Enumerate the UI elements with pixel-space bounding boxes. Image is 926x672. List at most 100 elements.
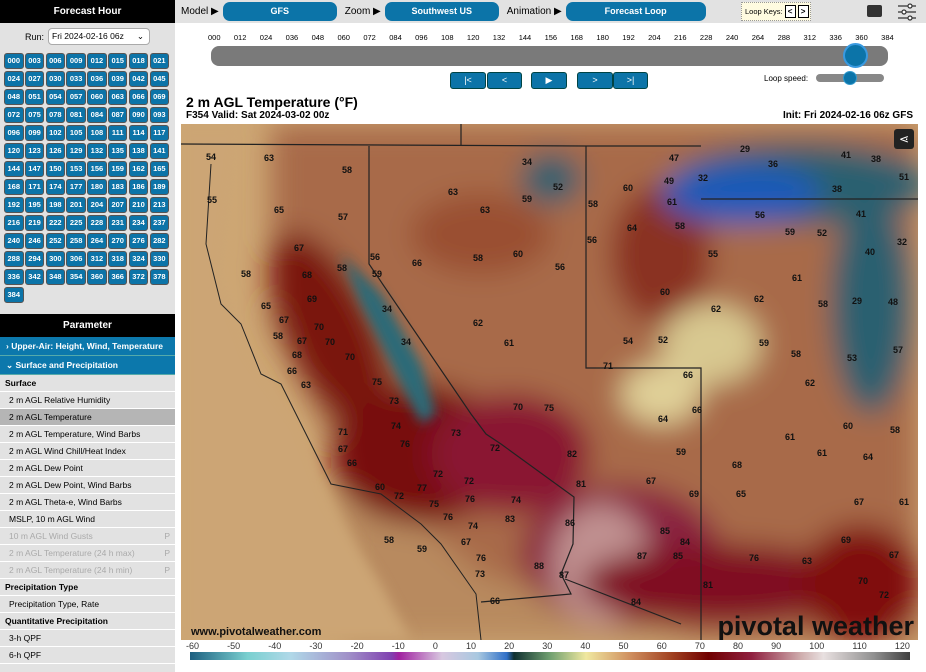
param-item[interactable]: 2 m AGL Dew Point, Wind Barbs bbox=[0, 477, 175, 494]
param-item[interactable]: 2 m AGL Temperature, Wind Barbs bbox=[0, 426, 175, 443]
hour-button-156[interactable]: 156 bbox=[87, 161, 107, 177]
timeline-tick[interactable]: 168 bbox=[570, 33, 583, 42]
hour-button-342[interactable]: 342 bbox=[24, 269, 45, 285]
share-icon[interactable]: ⋖ bbox=[894, 129, 914, 149]
hour-button-039[interactable]: 039 bbox=[107, 71, 128, 87]
sliders-icon[interactable] bbox=[897, 2, 917, 21]
hour-button-114[interactable]: 114 bbox=[128, 125, 149, 141]
hour-button-189[interactable]: 189 bbox=[149, 179, 170, 195]
hour-button-183[interactable]: 183 bbox=[107, 179, 128, 195]
hour-button-282[interactable]: 282 bbox=[149, 233, 170, 249]
loop-next-key[interactable]: > bbox=[797, 5, 809, 18]
param-item[interactable]: 2 m AGL Wind Chill/Heat Index bbox=[0, 443, 175, 460]
hour-button-027[interactable]: 027 bbox=[24, 71, 45, 87]
param-item[interactable]: 2 m AGL Temperature bbox=[0, 409, 175, 426]
hour-button-213[interactable]: 213 bbox=[149, 197, 170, 213]
timeline-tick[interactable]: 024 bbox=[259, 33, 273, 42]
hour-button-204[interactable]: 204 bbox=[87, 197, 107, 213]
hour-button-012[interactable]: 012 bbox=[87, 53, 107, 69]
hour-button-069[interactable]: 069 bbox=[149, 89, 170, 105]
hour-button-150[interactable]: 150 bbox=[45, 161, 66, 177]
hour-button-108[interactable]: 108 bbox=[87, 125, 107, 141]
hour-button-048[interactable]: 048 bbox=[4, 89, 24, 105]
hour-button-270[interactable]: 270 bbox=[107, 233, 128, 249]
hour-button-372[interactable]: 372 bbox=[128, 269, 149, 285]
hour-button-195[interactable]: 195 bbox=[24, 197, 45, 213]
hour-button-129[interactable]: 129 bbox=[66, 143, 86, 159]
hour-button-105[interactable]: 105 bbox=[66, 125, 86, 141]
hour-button-186[interactable]: 186 bbox=[128, 179, 149, 195]
timeline-tick[interactable]: 156 bbox=[544, 33, 558, 42]
hour-button-234[interactable]: 234 bbox=[128, 215, 149, 231]
zoom-button[interactable]: Southwest US bbox=[384, 2, 499, 21]
hour-button-003[interactable]: 003 bbox=[24, 53, 45, 69]
hour-button-096[interactable]: 096 bbox=[4, 125, 24, 141]
hour-button-330[interactable]: 330 bbox=[149, 251, 170, 267]
param-item[interactable]: Precipitation Type, Rate bbox=[0, 596, 175, 613]
hour-button-054[interactable]: 054 bbox=[45, 89, 66, 105]
hour-button-201[interactable]: 201 bbox=[66, 197, 86, 213]
hour-button-111[interactable]: 111 bbox=[107, 125, 128, 141]
hour-button-000[interactable]: 000 bbox=[4, 53, 24, 69]
hour-button-378[interactable]: 378 bbox=[149, 269, 170, 285]
timeline-tick[interactable]: 000 bbox=[208, 33, 221, 42]
hour-button-294[interactable]: 294 bbox=[24, 251, 45, 267]
hour-button-231[interactable]: 231 bbox=[107, 215, 128, 231]
model-button[interactable]: GFS bbox=[222, 2, 337, 21]
timeline-tick[interactable]: 228 bbox=[699, 33, 713, 42]
last-frame-button[interactable]: >| bbox=[613, 72, 648, 89]
play-button[interactable]: ▶ bbox=[531, 72, 567, 89]
hour-button-300[interactable]: 300 bbox=[45, 251, 66, 267]
hour-button-159[interactable]: 159 bbox=[107, 161, 128, 177]
hour-button-093[interactable]: 093 bbox=[149, 107, 170, 123]
hour-button-138[interactable]: 138 bbox=[128, 143, 149, 159]
hour-button-264[interactable]: 264 bbox=[87, 233, 107, 249]
hour-button-147[interactable]: 147 bbox=[24, 161, 45, 177]
timeline-tick[interactable]: 192 bbox=[622, 33, 635, 42]
hour-button-180[interactable]: 180 bbox=[87, 179, 107, 195]
next-frame-button[interactable]: > bbox=[577, 72, 613, 89]
hour-button-081[interactable]: 081 bbox=[66, 107, 86, 123]
hour-button-075[interactable]: 075 bbox=[24, 107, 45, 123]
timeline-tick[interactable]: 336 bbox=[829, 33, 842, 42]
hour-button-144[interactable]: 144 bbox=[4, 161, 24, 177]
hour-button-366[interactable]: 366 bbox=[107, 269, 128, 285]
hour-button-252[interactable]: 252 bbox=[45, 233, 66, 249]
temperature-map[interactable]: 54 63 58 55 65 57 67 58 68 58 56 59 69 65 67 70 58 67 70 68… bbox=[181, 124, 918, 640]
hour-button-177[interactable]: 177 bbox=[66, 179, 86, 195]
hour-button-051[interactable]: 051 bbox=[24, 89, 45, 105]
hour-button-216[interactable]: 216 bbox=[4, 215, 24, 231]
hour-button-348[interactable]: 348 bbox=[45, 269, 66, 285]
timeline-tick[interactable]: 012 bbox=[233, 33, 247, 42]
hour-button-312[interactable]: 312 bbox=[87, 251, 107, 267]
hour-button-063[interactable]: 063 bbox=[107, 89, 128, 105]
first-frame-button[interactable]: |< bbox=[450, 72, 486, 89]
hour-button-084[interactable]: 084 bbox=[87, 107, 107, 123]
timeline-tick[interactable]: 288 bbox=[777, 33, 791, 42]
hour-button-360[interactable]: 360 bbox=[87, 269, 107, 285]
hour-button-240[interactable]: 240 bbox=[4, 233, 24, 249]
hour-button-288[interactable]: 288 bbox=[4, 251, 24, 267]
hour-button-135[interactable]: 135 bbox=[107, 143, 128, 159]
param-item[interactable]: 3-h QPF bbox=[0, 630, 175, 647]
hour-button-171[interactable]: 171 bbox=[24, 179, 45, 195]
param-item[interactable]: 10 m AGL Wind Gusts P bbox=[0, 528, 175, 545]
param-item[interactable]: 6-h QPF bbox=[0, 647, 175, 664]
hour-button-276[interactable]: 276 bbox=[128, 233, 149, 249]
hour-button-210[interactable]: 210 bbox=[128, 197, 149, 213]
hour-button-228[interactable]: 228 bbox=[87, 215, 107, 231]
hour-button-057[interactable]: 057 bbox=[66, 89, 86, 105]
hour-button-018[interactable]: 018 bbox=[128, 53, 149, 69]
hour-button-009[interactable]: 009 bbox=[66, 53, 86, 69]
hour-button-078[interactable]: 078 bbox=[45, 107, 66, 123]
hour-button-306[interactable]: 306 bbox=[66, 251, 86, 267]
loop-prev-key[interactable]: < bbox=[784, 5, 796, 18]
timeline-tick[interactable]: 180 bbox=[596, 33, 609, 42]
timeline-tick[interactable]: 036 bbox=[285, 33, 299, 42]
param-item[interactable]: 2 m AGL Temperature (24 h max) P bbox=[0, 545, 175, 562]
timeline-tick[interactable]: 048 bbox=[311, 33, 325, 42]
group-upper-air[interactable]: › Upper-Air: Height, Wind, Temperature bbox=[0, 337, 175, 356]
timeline-tick[interactable]: 084 bbox=[389, 33, 402, 42]
timeline-tick[interactable]: 060 bbox=[337, 33, 350, 42]
param-item[interactable]: 2 m AGL Theta-e, Wind Barbs bbox=[0, 494, 175, 511]
